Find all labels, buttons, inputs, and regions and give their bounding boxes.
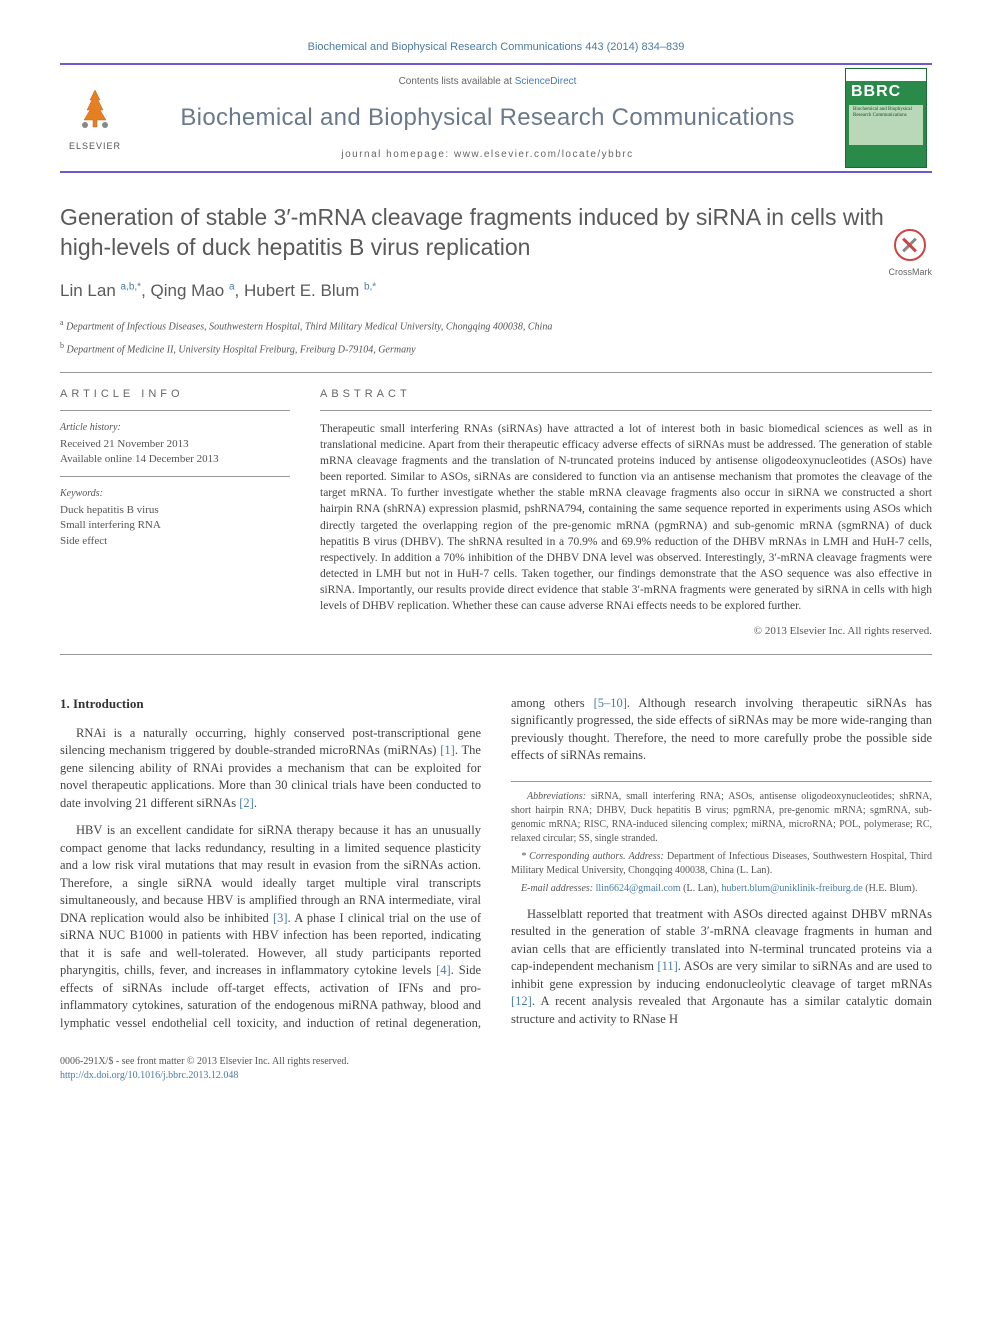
corresponding-footnote: * Corresponding authors. Address: Depart… <box>511 850 932 878</box>
citation-header: Biochemical and Biophysical Research Com… <box>60 40 932 55</box>
journal-header: ELSEVIER Contents lists available at Sci… <box>60 63 932 173</box>
crossmark-label: CrossMark <box>888 266 932 279</box>
keywords-label: Keywords: <box>60 487 290 501</box>
footnotes-block: Abbreviations: siRNA, small interfering … <box>511 781 932 896</box>
body-paragraph: Hasselblatt reported that treatment with… <box>511 906 932 1029</box>
available-date: Available online 14 December 2013 <box>60 452 290 467</box>
publisher-name: ELSEVIER <box>65 140 125 153</box>
elsevier-tree-icon <box>70 85 120 135</box>
journal-cover-thumbnail: BBRC Biochemical and Biophysical Researc… <box>845 68 927 168</box>
abstract-text: Therapeutic small interfering RNAs (siRN… <box>320 421 932 614</box>
divider <box>60 372 932 373</box>
journal-homepage: journal homepage: www.elsevier.com/locat… <box>140 148 835 162</box>
abstract-heading: ABSTRACT <box>320 387 932 411</box>
email-link-2[interactable]: hubert.blum@uniklinik-freiburg.de <box>722 883 863 894</box>
cover-acronym: BBRC <box>846 81 926 103</box>
article-info-block: ARTICLE INFO Article history: Received 2… <box>60 387 290 640</box>
article-info-heading: ARTICLE INFO <box>60 387 290 411</box>
contents-available: Contents lists available at ScienceDirec… <box>140 75 835 89</box>
article-title: Generation of stable 3′-mRNA cleavage fr… <box>60 203 932 263</box>
affiliation-b: b Department of Medicine II, University … <box>60 340 932 357</box>
affiliation-a: a Department of Infectious Diseases, Sou… <box>60 317 932 334</box>
intro-heading: 1. Introduction <box>60 695 481 713</box>
abstract-block: ABSTRACT Therapeutic small interfering R… <box>320 387 932 640</box>
issn-line: 0006-291X/$ - see front matter © 2013 El… <box>60 1055 932 1069</box>
crossmark-icon <box>894 229 926 261</box>
sciencedirect-link[interactable]: ScienceDirect <box>515 76 577 87</box>
keyword-3: Side effect <box>60 534 290 549</box>
email-link-1[interactable]: llin6624@gmail.com <box>596 883 681 894</box>
elsevier-logo: ELSEVIER <box>60 80 130 158</box>
keyword-1: Duck hepatitis B virus <box>60 503 290 518</box>
divider <box>60 654 932 655</box>
keyword-2: Small interfering RNA <box>60 518 290 533</box>
history-label: Article history: <box>60 421 290 435</box>
doi-link[interactable]: http://dx.doi.org/10.1016/j.bbrc.2013.12… <box>60 1070 238 1081</box>
received-date: Received 21 November 2013 <box>60 437 290 452</box>
page-footer: 0006-291X/$ - see front matter © 2013 El… <box>60 1055 932 1083</box>
crossmark-badge[interactable]: CrossMark <box>888 229 932 279</box>
cover-subtitle: Biochemical and Biophysical Research Com… <box>849 105 923 145</box>
journal-name: Biochemical and Biophysical Research Com… <box>140 101 835 135</box>
body-paragraph: RNAi is a naturally occurring, highly co… <box>60 725 481 813</box>
authors-line: Lin Lan a,b,*, Qing Mao a, Hubert E. Blu… <box>60 279 932 303</box>
abbreviations-footnote: Abbreviations: siRNA, small interfering … <box>511 790 932 846</box>
abstract-copyright: © 2013 Elsevier Inc. All rights reserved… <box>320 624 932 639</box>
email-footnote: E-mail addresses: llin6624@gmail.com (L.… <box>511 882 932 896</box>
article-body: 1. Introduction RNAi is a naturally occu… <box>60 695 932 1036</box>
